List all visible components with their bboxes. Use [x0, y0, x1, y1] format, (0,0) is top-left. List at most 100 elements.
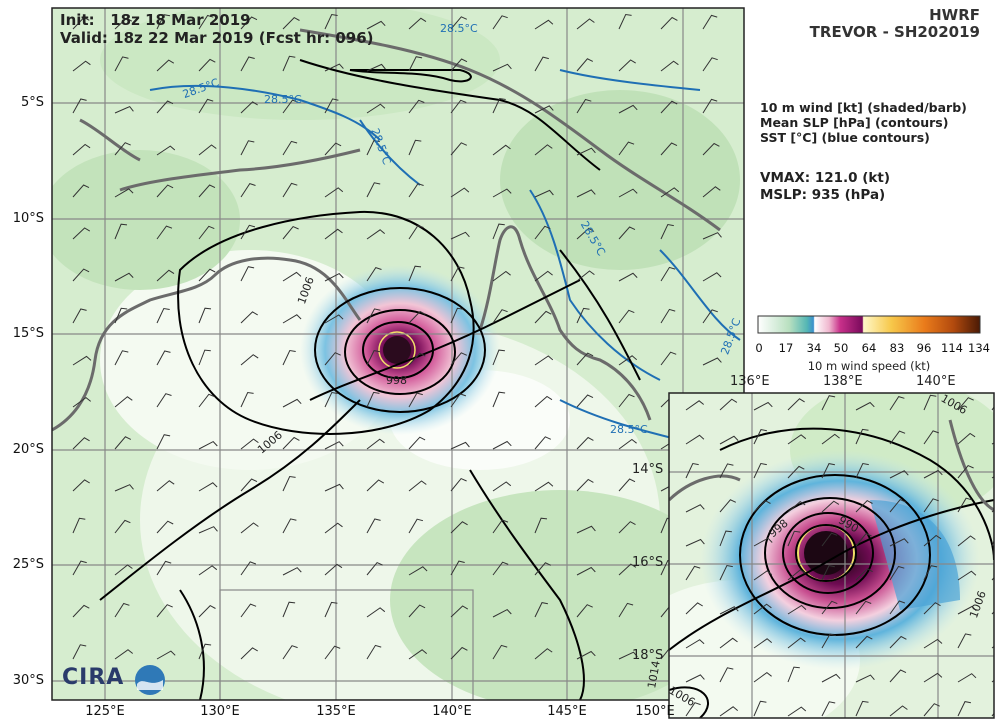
- wind-barb: [282, 567, 302, 576]
- wind-barb: [324, 601, 338, 618]
- inset-map-field: [669, 393, 994, 718]
- wind-barb: [408, 139, 422, 156]
- wind-barb: [576, 525, 596, 534]
- wind-barb: [492, 519, 509, 534]
- wind-barb: [534, 105, 554, 114]
- wind-barb: [702, 57, 718, 72]
- wind-barb: [753, 401, 773, 411]
- wind-barb: [408, 56, 423, 72]
- wind-barb: [821, 532, 838, 547]
- wind-barb: [114, 564, 133, 576]
- inset-lat-label: 18°S: [632, 648, 664, 663]
- wind-barb: [408, 392, 423, 408]
- wind-barb: [240, 140, 255, 156]
- wind-barb: [889, 498, 906, 513]
- wind-barb: [685, 565, 701, 581]
- wind-barb: [72, 268, 90, 282]
- wind-barb: [889, 669, 907, 683]
- wind-barb: [324, 142, 342, 156]
- wind-barb: [408, 649, 428, 660]
- wind-barb: [534, 562, 552, 576]
- wind-barb: [282, 436, 300, 450]
- wind-barb: [324, 228, 343, 240]
- wind-barb: [685, 674, 705, 683]
- wind-barb: [114, 602, 130, 618]
- wind-barb: [366, 479, 385, 492]
- wind-barb: [366, 518, 381, 534]
- wind-barb: [198, 307, 212, 324]
- wind-barb: [702, 357, 722, 366]
- wind-barb: [957, 701, 971, 717]
- wind-barb: [685, 538, 705, 547]
- colorbar-tick: 50: [833, 341, 849, 355]
- wind-barb: [753, 499, 771, 513]
- slp-contour-label: 998: [386, 374, 407, 387]
- wind-barb: [534, 648, 553, 660]
- wind-barb: [702, 14, 718, 30]
- inset-map-frame: [668, 392, 995, 719]
- wind-barb: [240, 266, 255, 282]
- wind-barb: [719, 398, 738, 411]
- wind-barb: [787, 465, 805, 479]
- wind-barb: [787, 666, 800, 683]
- wind-barb: [324, 563, 343, 576]
- wind-barb: [72, 98, 87, 114]
- wind-barb: [282, 314, 302, 324]
- wind-barb: [156, 350, 171, 366]
- wind-barb: [450, 187, 470, 198]
- wind-barb: [240, 56, 255, 72]
- wind-barb: [719, 564, 733, 581]
- wind-barb: [72, 355, 92, 366]
- wind-barb: [156, 650, 176, 660]
- wind-barb: [957, 633, 972, 649]
- colorbar-tick: 17: [778, 341, 794, 355]
- wind-barb: [114, 142, 131, 156]
- wind-barb: [114, 272, 134, 282]
- lon-label: 130°E: [200, 704, 240, 719]
- wind-barb: [450, 58, 468, 72]
- lat-label: 5°S: [20, 95, 44, 110]
- colorbar-tick: 64: [861, 341, 877, 355]
- wind-barb: [450, 605, 469, 618]
- wind-barb: [618, 59, 636, 72]
- wind-barb: [618, 141, 635, 156]
- wind-barb: [889, 635, 907, 649]
- wind-barb: [618, 393, 635, 408]
- wind-barb: [282, 182, 298, 198]
- wind-barb: [534, 436, 552, 450]
- wind-barb: [240, 16, 258, 30]
- wind-barb: [576, 352, 594, 366]
- wind-barb: [787, 500, 806, 513]
- wind-barb: [753, 671, 772, 683]
- wind-barb: [660, 266, 676, 282]
- wind-barb: [240, 311, 258, 324]
- init-time: Init: 18z 18 Mar 2019: [60, 11, 251, 29]
- wind-barb: [492, 15, 508, 30]
- wind-barb: [366, 63, 386, 72]
- wind-barb: [719, 435, 739, 445]
- wind-barb: [923, 602, 941, 615]
- wind-barb: [408, 17, 427, 30]
- wind-barb: [492, 391, 506, 408]
- colorbar-tick: 0: [755, 341, 763, 355]
- wind-barb: [324, 314, 344, 324]
- wind-barb: [821, 500, 840, 513]
- wind-barb: [787, 706, 807, 717]
- wind-barb: [240, 183, 256, 198]
- wind-barb: [889, 538, 909, 547]
- wind-barb: [702, 98, 718, 114]
- wind-barb: [576, 436, 594, 450]
- wind-barb: [408, 604, 426, 618]
- wind-barb: [366, 20, 386, 30]
- wind-barb: [618, 602, 634, 618]
- wind-barb: [821, 565, 835, 581]
- wind-barb: [240, 603, 257, 618]
- wind-barb: [618, 563, 637, 576]
- wind-barb: [450, 307, 464, 324]
- wind-barb: [719, 463, 734, 479]
- wind-barb: [198, 14, 214, 30]
- wind-barb: [408, 99, 425, 114]
- wind-barb: [534, 310, 552, 324]
- wind-barb: [702, 186, 721, 198]
- wind-barb: [576, 58, 594, 72]
